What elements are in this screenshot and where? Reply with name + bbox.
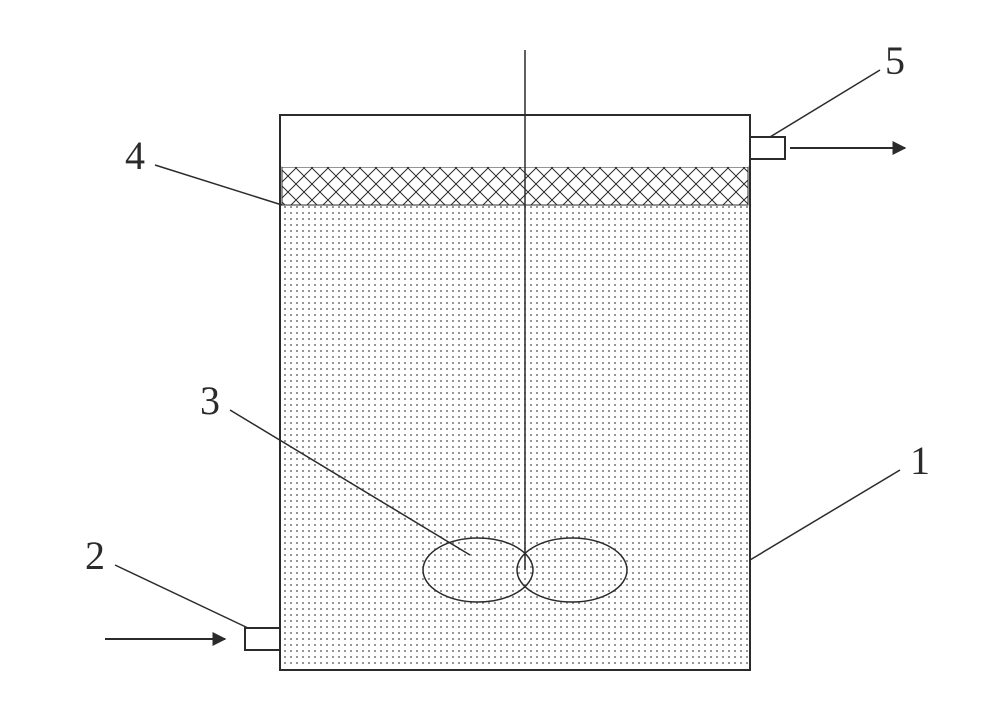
tank-liquid-fill xyxy=(282,205,748,668)
crosshatch-layer xyxy=(282,167,748,205)
inlet-port xyxy=(245,628,280,650)
label-3: 3 xyxy=(200,378,220,423)
label-1: 1 xyxy=(910,438,930,483)
leader-line-1 xyxy=(750,470,900,560)
label-5: 5 xyxy=(885,38,905,83)
label-4: 4 xyxy=(125,133,145,178)
tank-headspace xyxy=(282,117,748,167)
leader-line-4 xyxy=(155,165,282,205)
outlet-port xyxy=(750,137,785,159)
label-2: 2 xyxy=(85,533,105,578)
leader-line-2 xyxy=(115,565,248,628)
leader-line-5 xyxy=(770,70,880,137)
